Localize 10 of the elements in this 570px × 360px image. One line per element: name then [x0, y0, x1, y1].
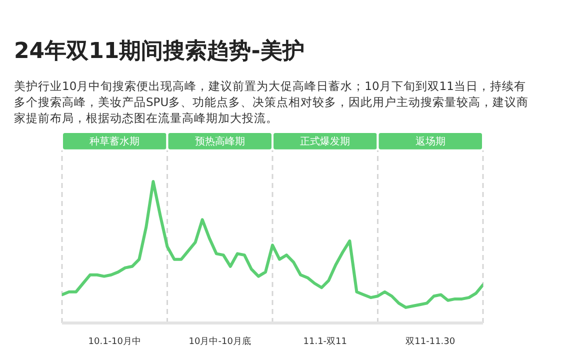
chart-subtitle: 美护行业10月中旬搜索便出现高峰，建议前置为大促高峰日蓄水；10月下旬到双11当日，持续有多个搜索高峰，美妆产品SPU多、功能点多、决策点相对较多，因此用户主动搜索量较高，建议商家提前布局，根据动态图在流量高峰期加大投流。 [14, 78, 530, 126]
text: 双11-11.30 [404, 336, 456, 348]
text: 种草蓄水期 [90, 136, 140, 148]
chart-title: 24年双11期间搜索趋势-美护 [14, 38, 304, 66]
text: 返场期 [415, 136, 446, 148]
text: 10月中-10月底 [188, 336, 252, 348]
text: 10.1-10月中 [87, 336, 142, 348]
text: 预热高峰期 [194, 136, 245, 148]
text: 11.1-双11 [302, 336, 348, 348]
text: 正式爆发期 [300, 136, 350, 148]
